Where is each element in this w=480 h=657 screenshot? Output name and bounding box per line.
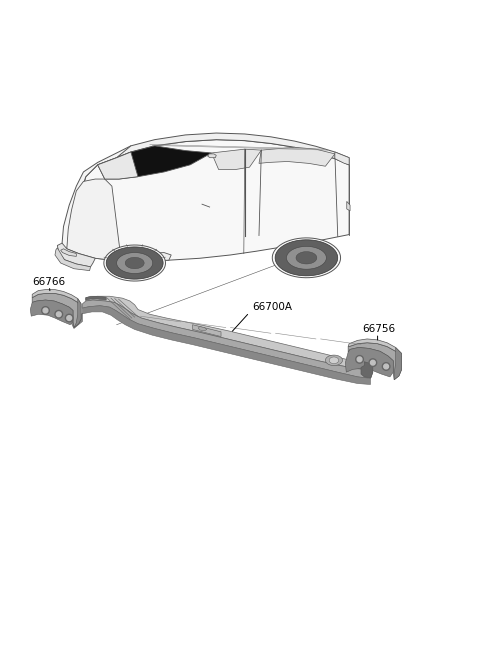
Polygon shape [32,290,81,307]
Polygon shape [347,201,350,211]
Polygon shape [30,300,73,325]
Polygon shape [106,247,163,279]
Polygon shape [55,248,91,271]
Text: 66756: 66756 [362,324,396,334]
Polygon shape [329,357,339,363]
Polygon shape [394,348,401,380]
Circle shape [356,355,363,363]
Circle shape [369,359,377,367]
Polygon shape [97,146,212,179]
Polygon shape [32,294,81,328]
Circle shape [357,357,362,362]
Circle shape [65,314,73,322]
Circle shape [42,307,49,314]
Polygon shape [345,348,393,377]
Polygon shape [208,154,216,158]
Circle shape [384,364,388,369]
Circle shape [56,312,61,317]
Polygon shape [86,296,373,371]
Polygon shape [117,133,349,165]
Polygon shape [117,252,171,261]
Polygon shape [125,258,144,269]
Polygon shape [67,179,121,261]
Polygon shape [212,149,261,170]
Polygon shape [57,243,96,267]
Circle shape [55,311,62,318]
Circle shape [383,363,390,371]
Polygon shape [117,252,153,273]
Polygon shape [74,299,81,328]
Polygon shape [83,300,373,378]
Polygon shape [287,246,326,269]
Polygon shape [67,140,349,261]
Circle shape [371,360,375,365]
Polygon shape [104,245,166,281]
Polygon shape [348,343,401,380]
Text: 66700A: 66700A [252,302,292,313]
Polygon shape [86,296,106,300]
Circle shape [43,308,48,313]
Polygon shape [97,152,138,179]
Polygon shape [296,252,317,264]
Polygon shape [335,152,349,165]
Polygon shape [259,147,335,166]
Circle shape [67,316,72,321]
Polygon shape [361,362,373,378]
Polygon shape [198,327,207,331]
Polygon shape [192,325,221,336]
Polygon shape [72,306,371,384]
Polygon shape [275,240,338,276]
Polygon shape [60,249,76,256]
Text: 66766: 66766 [32,277,65,287]
Polygon shape [62,146,131,249]
Polygon shape [348,339,401,357]
Polygon shape [272,238,341,278]
Polygon shape [325,355,342,365]
